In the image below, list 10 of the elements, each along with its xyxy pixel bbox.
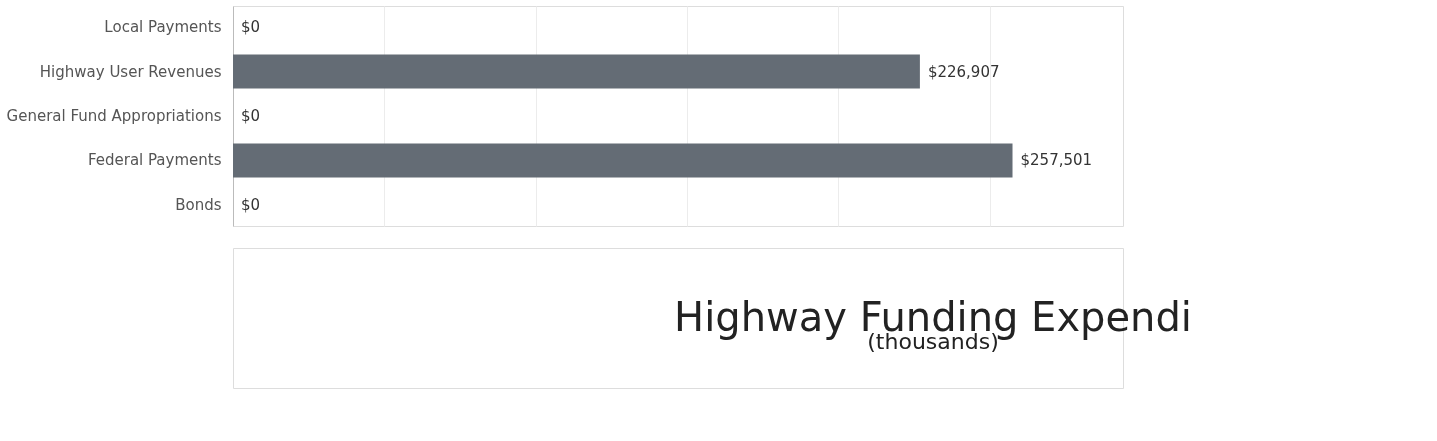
y-tick-label: General Fund Appropriations [6,107,222,125]
data-label: $0 [241,18,261,37]
y-tick-label: Local Payments [104,18,222,37]
y-tick-label: Federal Payments [87,151,222,170]
data-label: $0 [241,107,261,125]
data-label: $257,501 [1020,151,1093,170]
data-label: $226,907 [927,62,1000,81]
y-tick-label: Highway User Revenues [39,62,222,81]
y-tick-label: Bonds [175,195,222,214]
data-label: $0 [241,195,261,214]
